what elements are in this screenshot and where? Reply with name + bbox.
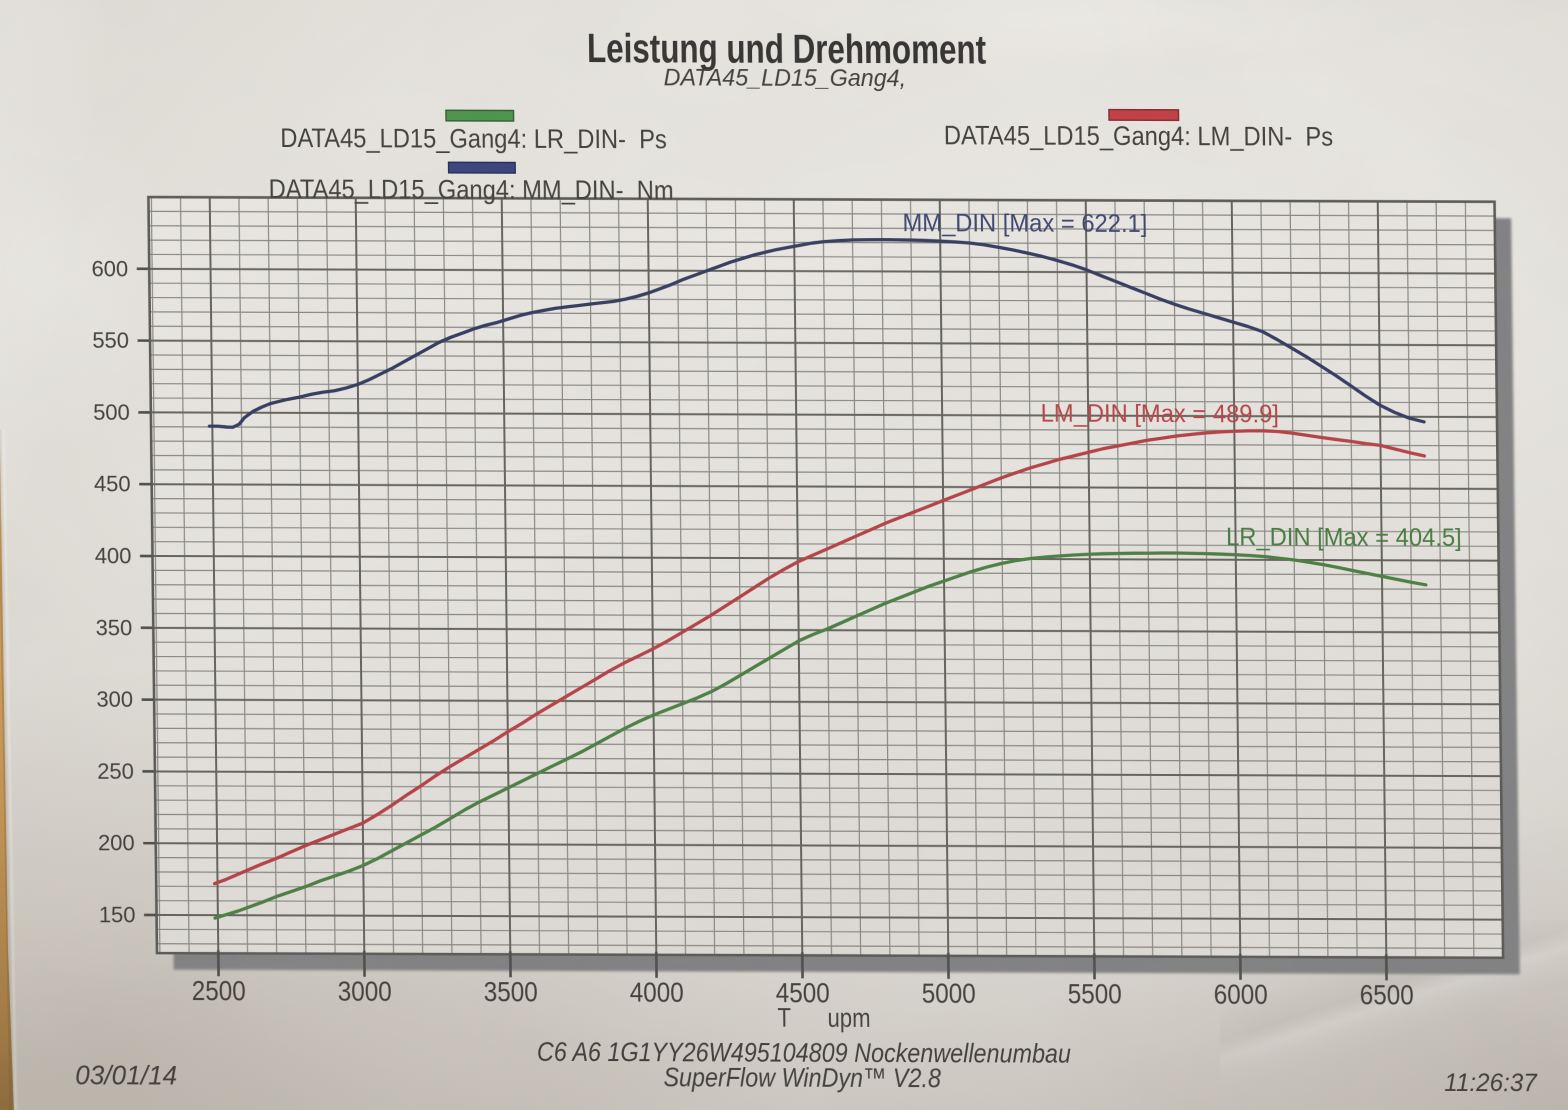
y-tick-label: 400 [95,543,132,568]
y-tick-label: 200 [98,831,135,856]
y-tick-label: 500 [93,400,130,425]
y-tick-label: 550 [92,328,129,353]
annotation-lr-din-max: LR_DIN [Max = 404.5] [1225,523,1462,553]
y-tick-label: 300 [96,687,133,712]
legend-label-mm-din: DATA45_LD15_Gang4: MM_DIN- Nm [268,173,674,206]
legend-swatch-mm-din [447,161,516,174]
y-tick-label: 350 [95,615,132,640]
y-tick-label: 450 [94,472,131,497]
footer-software: SuperFlow WinDyn™ V2.8 [663,1062,942,1094]
annotation-lm-din-max: LM_DIN [Max = 489.9] [1040,399,1280,429]
y-tick-label: 600 [91,256,128,281]
chart-subtitle: DATA45_LD15_Gang4, [663,64,907,93]
legend-swatch-lr-din [445,109,515,122]
annotation-mm-din-max: MM_DIN [Max = 622.1] [902,209,1148,238]
legend-swatch-lm-din [1108,108,1180,122]
legend-label-lm-din: DATA45_LD15_Gang4: LM_DIN- Ps [943,120,1334,152]
x-axis-title: T upm [777,1002,871,1033]
y-tick-label: 150 [99,902,136,927]
legend-label-lr-din: DATA45_LD15_Gang4: LR_DIN- Ps [280,122,667,155]
footer-time: 11:26:37 [1444,1068,1537,1098]
y-axis-tick-labels: 150 200 250 300 350 400 450 500 550 600 [91,256,135,927]
y-tick-label: 250 [97,759,134,784]
